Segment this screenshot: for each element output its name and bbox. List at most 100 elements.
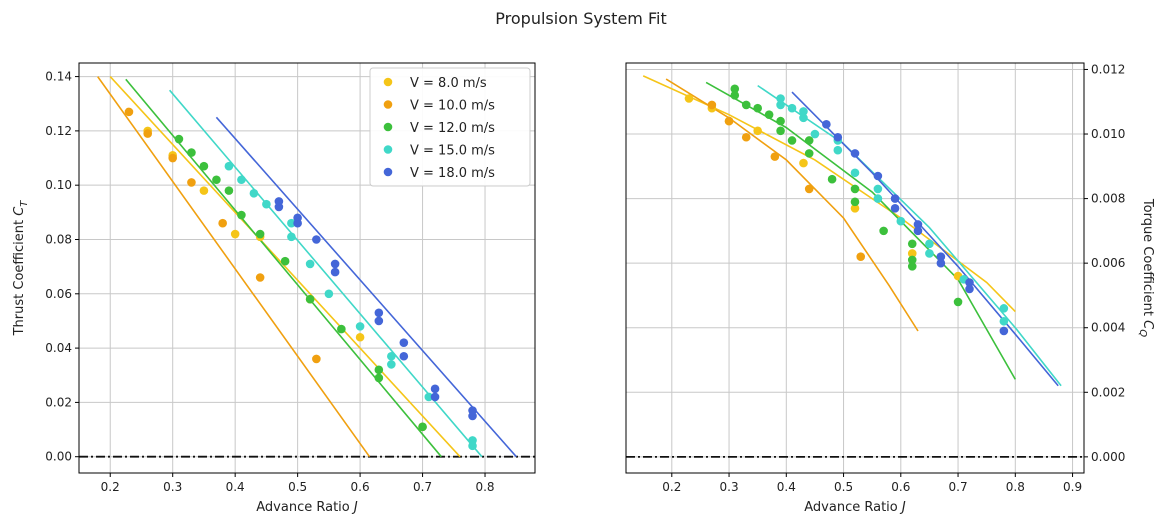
legend-label: V = 10.0 m/s bbox=[410, 99, 495, 114]
data-point bbox=[355, 332, 365, 342]
data-point bbox=[907, 255, 917, 265]
data-point bbox=[913, 226, 923, 236]
data-point bbox=[355, 322, 365, 331]
data-point bbox=[187, 178, 196, 187]
x-tick-label: 0.2 bbox=[101, 480, 120, 494]
data-point bbox=[873, 171, 883, 181]
data-point bbox=[684, 94, 694, 103]
data-point bbox=[850, 203, 860, 213]
data-point bbox=[230, 229, 240, 239]
data-point bbox=[337, 324, 346, 334]
data-point bbox=[249, 189, 259, 198]
legend-marker bbox=[383, 77, 393, 87]
data-point bbox=[293, 218, 302, 228]
data-point bbox=[124, 107, 134, 117]
data-point bbox=[168, 153, 177, 163]
data-point bbox=[873, 194, 883, 203]
y-axis-label: Thrust Coefficient CT bbox=[12, 200, 30, 337]
data-point bbox=[856, 252, 866, 262]
data-point bbox=[896, 216, 906, 226]
x-tick-label: 0.2 bbox=[662, 480, 681, 494]
y-tick-label: 0.04 bbox=[45, 341, 72, 355]
data-point bbox=[907, 239, 917, 249]
data-point bbox=[730, 90, 740, 100]
data-point bbox=[776, 116, 785, 126]
data-point bbox=[237, 175, 246, 185]
y-tick-label: 0.012 bbox=[1091, 62, 1125, 76]
data-point bbox=[430, 384, 440, 394]
data-point bbox=[199, 186, 209, 195]
plot-frame bbox=[78, 62, 536, 474]
y-tick-label: 0.02 bbox=[45, 395, 72, 409]
data-point bbox=[925, 239, 934, 249]
legend-label: V = 15.0 m/s bbox=[410, 144, 495, 159]
data-point bbox=[143, 129, 153, 138]
data-point bbox=[804, 149, 814, 158]
x-tick-label: 0.6 bbox=[891, 480, 910, 494]
y-tick-label: 0.10 bbox=[45, 178, 72, 192]
data-point bbox=[330, 259, 340, 269]
data-point bbox=[804, 184, 814, 194]
data-point bbox=[907, 262, 917, 271]
data-point bbox=[873, 184, 883, 194]
data-point bbox=[850, 184, 860, 194]
x-tick-label: 0.5 bbox=[834, 480, 853, 494]
data-point bbox=[799, 113, 808, 123]
y-tick-label: 0.004 bbox=[1091, 321, 1125, 335]
data-point bbox=[850, 168, 860, 178]
y-tick-label: 0.006 bbox=[1091, 256, 1125, 270]
data-point bbox=[753, 103, 762, 113]
data-point bbox=[764, 110, 774, 119]
data-point bbox=[879, 226, 888, 236]
data-point bbox=[907, 249, 917, 258]
data-point bbox=[330, 267, 340, 277]
data-point bbox=[810, 129, 820, 139]
data-point bbox=[804, 136, 814, 145]
data-point bbox=[913, 220, 923, 229]
data-point bbox=[776, 126, 785, 136]
data-point bbox=[468, 411, 477, 421]
data-point bbox=[224, 186, 234, 195]
data-point bbox=[468, 441, 477, 451]
data-point bbox=[199, 161, 209, 171]
x-axis-label: Advance Ratio J bbox=[256, 500, 358, 515]
data-point bbox=[187, 148, 196, 157]
data-point bbox=[280, 256, 290, 266]
x-tick-label: 0.8 bbox=[1006, 480, 1025, 494]
data-point bbox=[374, 316, 384, 326]
data-point bbox=[770, 152, 780, 161]
thrust-coefficient-chart: 0.2 0.3 0.4 0.5 0.6 0.7 0.8 0.00 0.02 0.04 0.06 0.0… bbox=[12, 62, 536, 515]
fit-line bbox=[791, 91, 1059, 387]
data-point bbox=[399, 351, 409, 361]
data-point bbox=[925, 249, 934, 258]
data-point bbox=[255, 229, 265, 239]
data-point bbox=[312, 354, 321, 364]
data-point bbox=[776, 100, 785, 110]
data-point bbox=[287, 232, 296, 242]
data-point bbox=[890, 194, 900, 203]
data-point bbox=[262, 199, 271, 209]
x-tick-label: 0.3 bbox=[163, 480, 182, 494]
data-point bbox=[218, 218, 227, 228]
legend-marker bbox=[383, 122, 393, 132]
data-point bbox=[730, 84, 740, 94]
y-axis-label: Torque Coefficient CQ bbox=[1137, 198, 1155, 337]
y-tick-label: 0.14 bbox=[45, 70, 72, 84]
data-point bbox=[424, 392, 434, 402]
data-point bbox=[430, 392, 440, 402]
fit-line bbox=[705, 81, 1016, 380]
data-point bbox=[305, 294, 315, 304]
x-axis-label: Advance Ratio J bbox=[804, 500, 906, 515]
data-point bbox=[374, 373, 384, 383]
data-point bbox=[312, 235, 321, 244]
data-point bbox=[724, 116, 734, 126]
fit-line bbox=[109, 76, 461, 458]
x-tick-label: 0.4 bbox=[777, 480, 796, 494]
data-point bbox=[833, 132, 843, 142]
legend-marker bbox=[383, 100, 393, 109]
data-point bbox=[741, 132, 751, 142]
data-point bbox=[174, 134, 184, 144]
fit-line bbox=[665, 78, 919, 332]
data-point bbox=[387, 360, 396, 369]
